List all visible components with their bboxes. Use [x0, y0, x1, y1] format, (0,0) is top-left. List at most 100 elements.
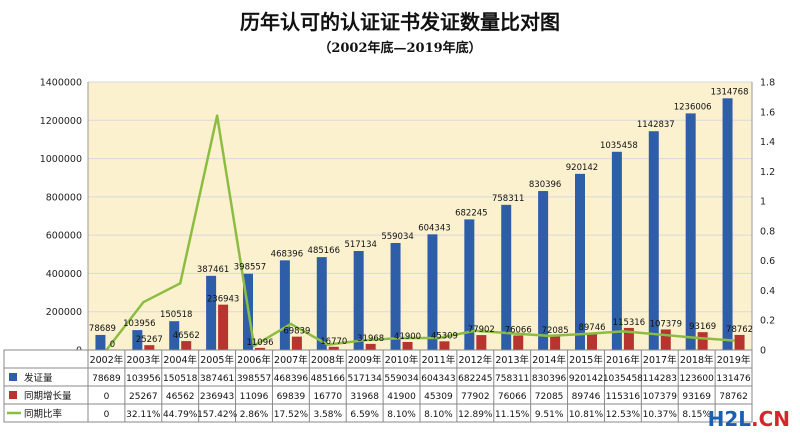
table-cell: 89746 — [572, 392, 601, 402]
bar-growth-label: 89746 — [578, 323, 605, 333]
bar-growth-label: 31968 — [357, 334, 384, 344]
table-cell: 920142 — [569, 374, 603, 384]
table-cell: 830396 — [532, 374, 567, 384]
bar-growth — [660, 329, 671, 350]
x-tick-label: 2013年 — [495, 354, 529, 366]
bar-growth-label: 69839 — [283, 327, 310, 337]
bar-growth-label: 115316 — [613, 318, 645, 328]
x-tick-label: 2019年 — [717, 354, 751, 366]
bar-growth — [181, 341, 192, 350]
x-tick-label: 2007年 — [274, 354, 308, 366]
y2-tick-label: 1.6 — [760, 107, 775, 118]
bar-issued — [316, 257, 327, 350]
bar-growth-label: 46562 — [173, 331, 200, 341]
table-cell: 0 — [104, 392, 110, 402]
table-cell: 11096 — [240, 392, 269, 402]
bar-issued-label: 604343 — [418, 223, 450, 233]
y2-tick-label: 0.2 — [760, 316, 775, 327]
bar-growth — [623, 327, 634, 350]
y2-tick-label: 1.8 — [760, 78, 775, 89]
table-cell: 559034 — [384, 374, 419, 384]
bar-growth — [513, 335, 524, 350]
table-cell: 10.37% — [643, 410, 678, 420]
ratio-point — [400, 336, 403, 340]
bar-issued — [169, 321, 180, 350]
y2-tick-label: 0.6 — [760, 256, 775, 267]
bar-growth — [697, 332, 708, 350]
table-cell: 78689 — [92, 374, 121, 384]
bar-issued-label: 387461 — [197, 265, 229, 275]
bar-growth-label: 41900 — [394, 332, 421, 342]
bar-issued — [685, 113, 696, 351]
bar-growth-label: 72085 — [542, 326, 569, 336]
bar-issued-label: 1035458 — [600, 141, 638, 151]
table-cell: 398557 — [237, 374, 271, 384]
y2-tick-label: 0.4 — [760, 286, 775, 297]
table-cell: 0 — [104, 410, 110, 420]
table-cell: 31968 — [350, 392, 379, 402]
table-cell: 69839 — [277, 392, 306, 402]
bar-issued — [648, 131, 659, 350]
bar-issued — [722, 98, 733, 350]
bar-issued-label: 830396 — [529, 180, 561, 190]
bar-growth — [476, 335, 487, 350]
bar-issued-label: 517134 — [344, 240, 376, 250]
y-tick-label: 600000 — [46, 231, 82, 242]
table-cell: 9.51% — [535, 410, 564, 420]
bar-growth-label: 76066 — [505, 325, 532, 335]
y2-tick-label: 1.4 — [760, 137, 775, 148]
bar-growth — [218, 304, 229, 350]
y2-tick-label: 0 — [760, 346, 766, 357]
x-tick-label: 2006年 — [237, 354, 271, 366]
bar-issued — [427, 234, 438, 350]
x-tick-label: 2002年 — [90, 354, 124, 366]
bar-growth-label: 78762 — [726, 325, 753, 335]
bar-issued-label: 1236006 — [674, 102, 712, 112]
table-cell: 72085 — [535, 392, 564, 402]
bar-issued — [538, 191, 549, 350]
chart-title: 历年认可的认证证书发证数量比对图 — [240, 10, 560, 34]
bar-growth-label: 0 — [110, 340, 115, 350]
ratio-point — [658, 333, 661, 336]
x-tick-label: 2008年 — [311, 354, 345, 366]
bar-growth — [144, 345, 155, 350]
table-cell: 114283 — [643, 374, 677, 384]
ratio-point — [142, 300, 145, 304]
y-tick-label: 400000 — [46, 269, 82, 280]
table-cell: 1035458 — [603, 374, 643, 384]
table-cell: 236943 — [200, 392, 234, 402]
ratio-point — [179, 282, 182, 285]
table-cell: 8.10% — [424, 410, 453, 420]
ratio-point — [215, 114, 219, 117]
bar-issued-label: 1314768 — [711, 87, 749, 97]
bar-issued — [206, 275, 217, 350]
bar-issued-label: 682245 — [455, 208, 487, 218]
table-cell: 93169 — [682, 392, 711, 402]
bar-growth — [439, 341, 450, 350]
ratio-point — [252, 344, 256, 347]
ratio-point — [289, 322, 293, 326]
table-cell: 468396 — [274, 374, 309, 384]
x-tick-label: 2004年 — [163, 354, 197, 366]
table-cell: 103956 — [126, 374, 161, 384]
ratio-point — [474, 329, 477, 333]
table-cell: 76066 — [498, 392, 527, 402]
table-cell: 3.58% — [313, 410, 342, 420]
bar-issued-label: 1142837 — [637, 120, 675, 130]
table-cell: 41900 — [387, 392, 416, 402]
chart-subtitle: （2002年底—2019年底） — [318, 41, 482, 56]
y-tick-label: 1400000 — [40, 78, 82, 89]
bar-issued — [501, 204, 512, 350]
bar-growth — [255, 347, 265, 350]
bar-growth-label: 25267 — [136, 335, 163, 345]
ratio-point — [326, 343, 329, 346]
bar-growth — [328, 346, 339, 350]
table-cell: 150518 — [163, 374, 198, 384]
x-tick-label: 2003年 — [126, 354, 160, 366]
bar-growth — [550, 336, 561, 350]
legend-label: 发证量 — [24, 372, 53, 384]
bar-issued — [353, 251, 364, 350]
bar-issued-label: 78689 — [89, 324, 116, 334]
ratio-point — [584, 332, 588, 336]
ratio-line — [105, 115, 734, 351]
